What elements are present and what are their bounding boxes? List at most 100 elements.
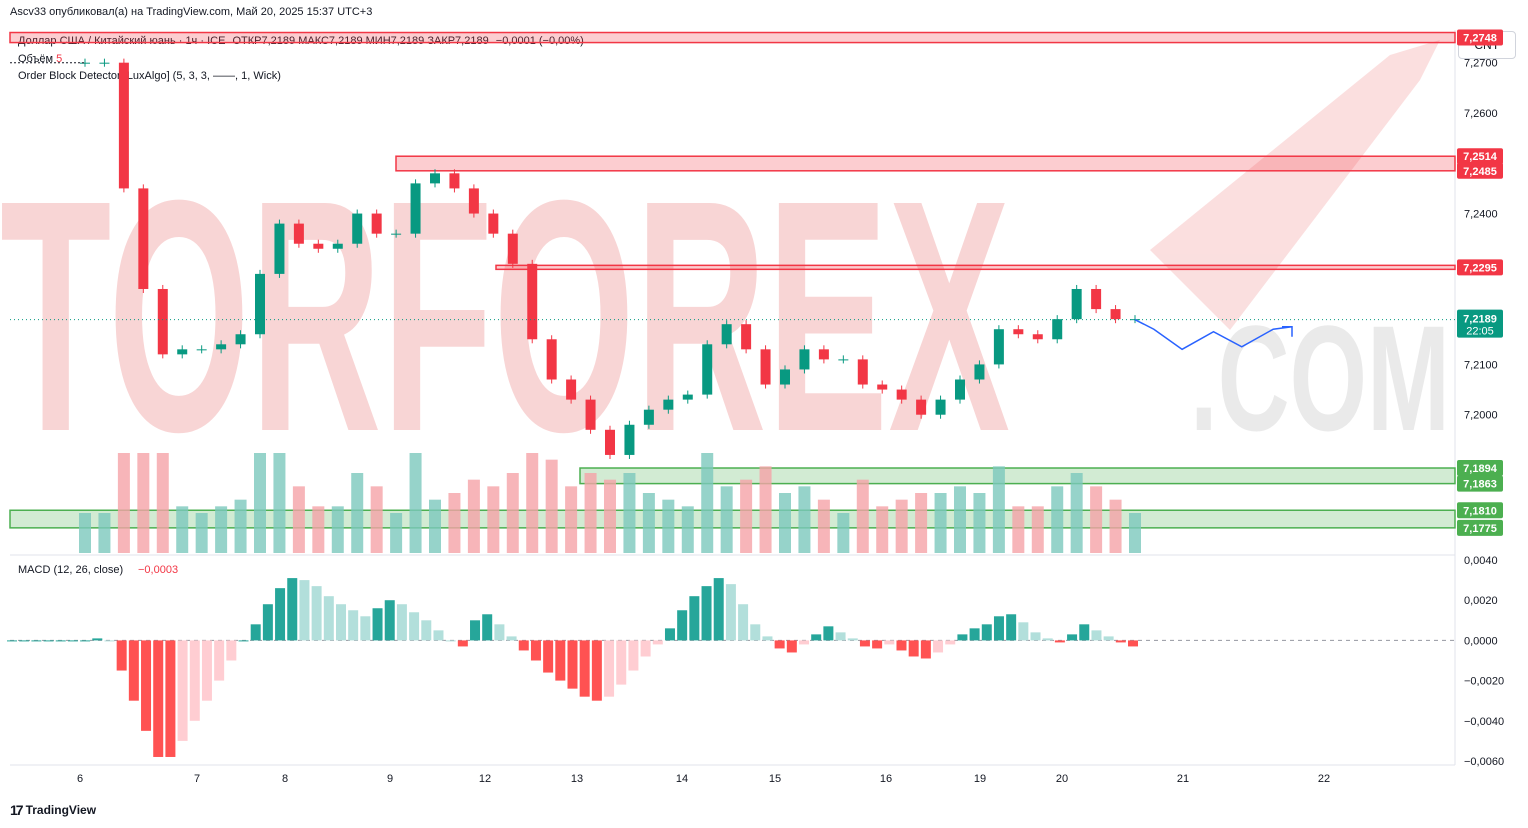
macd-histogram-bar [189, 640, 200, 721]
candle-body [468, 188, 479, 214]
price-axis: 7,2700 7,2600 7,2400 7,2100 7,2000 [1464, 58, 1498, 422]
countdown-label: 22:05 [1466, 326, 1494, 338]
price-tag-box [1457, 502, 1503, 519]
candle-body [916, 399, 927, 415]
macd-histogram-bar [384, 600, 395, 641]
macd-histogram-bar [969, 628, 980, 641]
macd-tick-label: 0,0020 [1464, 595, 1498, 607]
volume-bar [273, 453, 286, 553]
candle-body [216, 344, 227, 350]
macd-histogram-bar [652, 640, 663, 645]
macd-tick-label: 0,0000 [1464, 635, 1498, 647]
macd-histogram-bar [494, 624, 505, 641]
volume-bar [1012, 506, 1025, 553]
volume-bar [642, 493, 655, 553]
price-tag-label: 7,2485 [1463, 166, 1497, 178]
macd-histogram-bar [311, 586, 322, 641]
macd-histogram-bar [31, 640, 42, 642]
macd-histogram-bar [470, 620, 481, 641]
time-tick-label: 13 [571, 773, 583, 785]
candles [10, 58, 1455, 459]
tradingview-brand: TradingView [25, 803, 97, 817]
candle-body [1110, 309, 1121, 320]
macd-histogram-bar [701, 586, 712, 641]
macd-histogram-bar [335, 604, 346, 641]
watermark-arrow-icon [1150, 40, 1440, 330]
macd-tick-label: −0,0020 [1464, 676, 1504, 688]
order-block [9, 509, 1456, 529]
macd-histogram-bar [774, 640, 785, 649]
macd-histogram-bar [567, 640, 578, 689]
volume-bar [623, 473, 636, 553]
volume-bar [545, 459, 558, 553]
candle-body [313, 243, 324, 249]
candle-body [1071, 288, 1082, 320]
candle-body [352, 213, 363, 244]
macd-histogram-bar [116, 640, 127, 671]
symbol-name: Доллар США / Китайский юань · 1ч · ICE [18, 35, 226, 47]
macd-histogram-bar [80, 640, 91, 642]
volume-bar [1031, 506, 1044, 553]
macd-value: −0,0003 [138, 564, 178, 576]
candle-body [663, 399, 674, 410]
macd-histogram-bar [835, 632, 846, 641]
macd-histogram-bar [1115, 640, 1126, 643]
candle-body [741, 324, 752, 350]
candle-body [138, 188, 149, 289]
time-tick-label: 16 [880, 773, 892, 785]
macd-histogram-bar [738, 604, 749, 641]
volume-bar [604, 479, 616, 553]
volume-bars [79, 453, 1141, 553]
macd-histogram-bar [299, 580, 310, 641]
volume-bar [1109, 499, 1122, 553]
time-tick-label: 22 [1318, 773, 1330, 785]
price-tag-label: 7,1863 [1463, 479, 1497, 491]
macd-histogram-bar [518, 640, 529, 651]
macd-histogram-bar [884, 640, 895, 645]
macd-histogram-bar [1128, 640, 1138, 647]
macd-histogram-bar [177, 640, 188, 741]
tradingview-logo-icon: 17 [10, 802, 24, 818]
candle-body [857, 359, 868, 385]
volume-bar [429, 499, 441, 553]
volume-bar [740, 479, 753, 553]
macd-histogram-bar [1006, 614, 1017, 641]
time-axis: 6 7 8 9 12 13 14 15 16 19 20 21 22 [77, 773, 1330, 785]
macd-histogram-bar [409, 612, 420, 641]
macd-histogram-bar [859, 640, 870, 647]
volume-value: 5 [56, 53, 63, 65]
candle-body [605, 429, 615, 455]
candle-body [430, 173, 440, 184]
macd-histogram-bar [530, 640, 541, 661]
price-tick-label: 7,2100 [1464, 359, 1498, 371]
price-tag-label: 7,2295 [1463, 262, 1497, 274]
volume-bar [254, 453, 266, 553]
volume-bar [895, 499, 908, 553]
macd-histogram-bar [1079, 624, 1090, 641]
price-tick-label: 7,2600 [1464, 108, 1498, 120]
macd-histogram-bar [786, 640, 797, 653]
macd-histogram-bar [616, 640, 627, 685]
macd-histogram-bar [348, 610, 359, 641]
currency-button[interactable]: CNY [1458, 31, 1516, 59]
volume-bar [817, 499, 830, 553]
candle-body [702, 344, 713, 395]
macd-histogram-bar [7, 640, 17, 642]
macd-histogram-bar [957, 634, 968, 641]
macd-histogram-bar [360, 616, 371, 641]
candle-body [157, 288, 168, 355]
candle-body [799, 349, 810, 370]
price-tick-label: 7,2000 [1464, 410, 1498, 422]
macd-histogram-bar [896, 640, 907, 651]
macd-histogram-bar [945, 640, 956, 645]
time-tick-label: 8 [282, 773, 288, 785]
projection-arrow-icon [1282, 325, 1293, 337]
volume-bar [798, 486, 811, 553]
candle-body [760, 349, 771, 385]
volume-bar [98, 513, 111, 553]
macd-histogram-bar [19, 640, 30, 642]
volume-bar [137, 453, 150, 553]
volume-label: Объём [18, 53, 54, 65]
macd-histogram-bar [275, 588, 286, 641]
volume-bar [701, 453, 714, 553]
